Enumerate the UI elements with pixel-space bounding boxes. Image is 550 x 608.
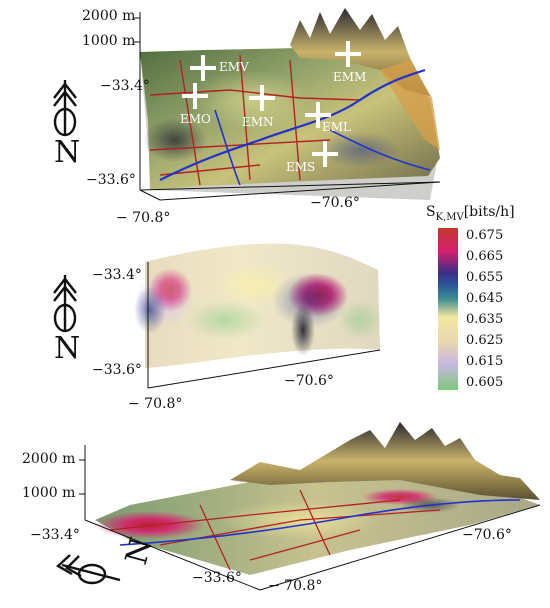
station-label-emo: EMO	[180, 112, 211, 126]
station-cross-emn	[249, 85, 275, 111]
colorbar-panel	[438, 228, 458, 390]
top-lon-axis	[139, 189, 161, 201]
station-label-ems: EMS	[286, 160, 316, 174]
middle-right-green	[338, 300, 382, 340]
station-label-emv: EMV	[219, 60, 249, 74]
middle-lat-label-33-6: −33.6°	[92, 362, 142, 378]
north-arrow-top	[53, 80, 77, 137]
middle-surface-panel	[134, 243, 382, 389]
bottom-lat-axis	[84, 519, 261, 591]
colorbar-title-main: S	[426, 204, 436, 220]
station-label-eml: EML	[322, 120, 352, 134]
top-terrain-panel	[134, 8, 441, 201]
top-lon-label-70-8: − 70.8°	[116, 210, 171, 226]
top-blue-area	[320, 132, 400, 168]
north-arrow-bottom-circle	[77, 563, 107, 585]
station-label-emm: EMM	[333, 70, 367, 84]
bottom-elev-label-1000: 1000 m	[22, 485, 76, 501]
north-arrow-bottom-shaft	[55, 554, 121, 582]
top-station-markers	[182, 41, 361, 167]
top-river-main	[159, 68, 426, 181]
colorbar-tick-0655: 0.655	[466, 270, 504, 285]
bottom-magenta-area	[95, 511, 205, 539]
bottom-lon-label-70-8: − 70.8°	[268, 578, 323, 594]
middle-lat-label-33-4: −33.4°	[92, 267, 142, 283]
top-lon-label-70-6: −70.6°	[310, 195, 360, 211]
middle-lon-label-70-8: − 70.8°	[128, 396, 183, 412]
station-cross-eml	[305, 102, 331, 128]
north-arrow-top-circle	[53, 107, 77, 137]
top-roads	[149, 54, 361, 186]
north-label-top: N	[54, 135, 81, 170]
north-arrow-middle-circle	[53, 303, 77, 333]
top-elev-label-1000: 1000 m	[82, 33, 136, 49]
station-cross-ems	[312, 141, 338, 167]
middle-left-blue	[134, 286, 166, 334]
north-arrow-middle	[53, 275, 77, 333]
bottom-lat-label-33-4: −33.4°	[30, 527, 80, 543]
north-arrow-top-shaft	[53, 80, 77, 135]
middle-dark-trough	[291, 304, 315, 356]
middle-blue-ring	[272, 272, 348, 328]
middle-lon-label-70-6: −70.6°	[284, 373, 334, 389]
station-cross-emv	[190, 55, 216, 81]
station-cross-emo	[182, 83, 208, 109]
top-elev-label-2000: 2000 m	[82, 8, 136, 24]
top-mountain-slope	[380, 60, 440, 150]
station-label-emn: EMN	[242, 115, 274, 129]
top-lat-label-33-6: −33.6°	[86, 172, 136, 188]
top-lat-label-33-4: −33.4°	[100, 78, 150, 94]
colorbar-tick-0615: 0.615	[466, 354, 504, 369]
north-arrow-bottom	[55, 554, 121, 585]
colorbar-title-unit: [bits/h]	[463, 204, 515, 220]
bottom-lat-label-33-6: −33.6°	[192, 570, 242, 586]
bottom-lon-label-70-6: −70.6°	[462, 527, 512, 543]
north-arrow-middle-shaft	[53, 275, 77, 330]
bottom-terrain-panel	[79, 422, 541, 591]
top-river-branch	[214, 109, 431, 186]
bottom-elev-label-2000: 2000 m	[22, 451, 76, 467]
top-floor-edge	[139, 181, 441, 191]
bottom-lon-axis	[259, 504, 541, 591]
colorbar-tick-0605: 0.605	[466, 375, 504, 390]
station-cross-emm	[335, 41, 361, 67]
colorbar-title-sub: K,MV	[435, 211, 464, 223]
middle-green-area	[185, 300, 265, 340]
bottom-mountains	[230, 422, 540, 500]
colorbar-title: SK,MV[bits/h]	[426, 204, 515, 223]
colorbar-tick-0635: 0.635	[466, 312, 504, 327]
bottom-river	[119, 499, 521, 546]
top-lon-axis-line	[159, 181, 441, 201]
colorbar-tick-0665: 0.665	[466, 249, 504, 264]
colorbar-gradient	[438, 228, 458, 390]
colorbar-tick-0675: 0.675	[466, 228, 504, 243]
colorbar-tick-0645: 0.645	[466, 291, 504, 306]
middle-lon-axis	[147, 349, 381, 389]
colorbar-tick-0625: 0.625	[466, 333, 504, 348]
north-label-middle: N	[54, 331, 81, 366]
